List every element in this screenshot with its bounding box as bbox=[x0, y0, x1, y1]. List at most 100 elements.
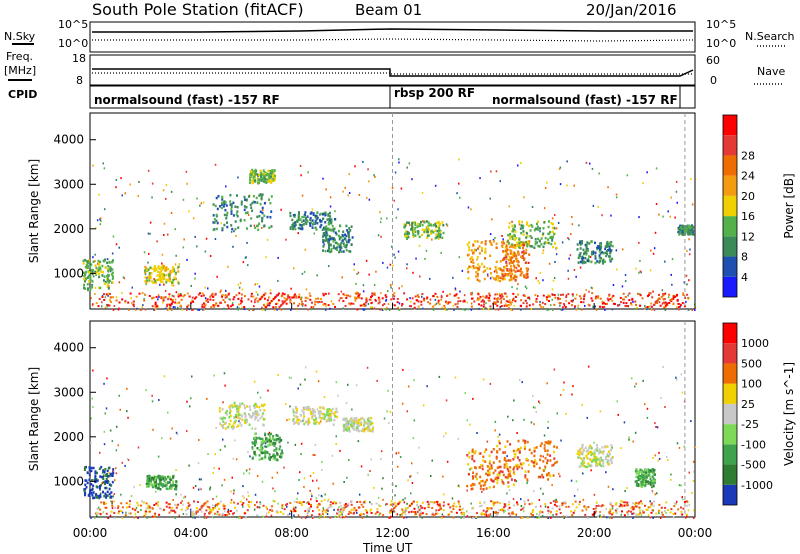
noise-cell bbox=[174, 298, 177, 301]
data-cell bbox=[215, 213, 218, 217]
data-cell bbox=[482, 455, 485, 458]
noise-cell bbox=[120, 177, 122, 180]
data-cell bbox=[503, 456, 506, 460]
data-cell bbox=[229, 411, 231, 415]
data-cell bbox=[506, 476, 509, 479]
data-cell bbox=[369, 429, 372, 433]
noise-cell bbox=[381, 309, 384, 311]
ground-scatter-cell bbox=[586, 506, 589, 509]
data-cell bbox=[253, 175, 256, 179]
data-cell bbox=[258, 222, 261, 225]
noise-cell bbox=[198, 515, 201, 518]
ground-scatter-cell bbox=[395, 504, 398, 507]
noise-cell bbox=[686, 283, 688, 286]
ground-scatter-cell bbox=[360, 297, 363, 300]
data-cell bbox=[230, 203, 233, 206]
data-cell bbox=[330, 218, 333, 221]
data-cell bbox=[251, 457, 254, 460]
ground-scatter-cell bbox=[103, 293, 105, 296]
ground-scatter-cell bbox=[664, 292, 667, 295]
data-cell bbox=[466, 243, 469, 246]
noise-cell bbox=[227, 508, 230, 511]
noise-cell bbox=[227, 265, 229, 268]
data-cell bbox=[645, 476, 648, 479]
data-cell bbox=[512, 227, 515, 230]
data-cell bbox=[111, 277, 114, 280]
data-cell bbox=[294, 213, 296, 217]
data-cell bbox=[596, 458, 599, 461]
noise-cell bbox=[212, 516, 215, 519]
noise-cell bbox=[364, 501, 366, 504]
ground-scatter-cell bbox=[512, 298, 515, 301]
nsky-panel bbox=[89, 21, 696, 53]
ground-scatter-cell bbox=[658, 297, 661, 300]
data-cell bbox=[350, 416, 353, 420]
noise-cell bbox=[542, 455, 544, 458]
data-cell bbox=[508, 245, 511, 249]
data-cell bbox=[537, 237, 539, 241]
noise-cell bbox=[397, 451, 400, 454]
data-cell bbox=[98, 275, 101, 279]
ground-scatter-cell bbox=[293, 302, 295, 305]
noise-cell bbox=[325, 188, 327, 191]
ground-scatter-cell bbox=[601, 300, 604, 303]
ground-scatter-cell bbox=[317, 297, 320, 300]
data-cell bbox=[265, 437, 268, 441]
data-cell bbox=[478, 268, 481, 271]
noise-cell bbox=[170, 190, 173, 193]
data-cell bbox=[475, 477, 478, 481]
noise-cell bbox=[565, 412, 567, 415]
data-cell bbox=[238, 405, 241, 409]
ground-scatter-cell bbox=[609, 508, 612, 511]
ground-scatter-cell bbox=[435, 512, 438, 515]
data-cell bbox=[553, 445, 556, 448]
noise-cell bbox=[533, 490, 535, 493]
data-cell bbox=[231, 405, 234, 409]
data-cell bbox=[315, 228, 318, 231]
noise-cell bbox=[408, 385, 410, 388]
noise-cell bbox=[541, 515, 544, 518]
data-cell bbox=[254, 415, 257, 418]
data-cell bbox=[519, 244, 522, 248]
noise-cell bbox=[158, 399, 160, 401]
noise-cell bbox=[547, 308, 549, 311]
data-cell bbox=[262, 174, 265, 177]
ground-scatter-cell bbox=[144, 513, 147, 516]
ground-scatter-cell bbox=[157, 501, 160, 504]
data-cell bbox=[320, 223, 323, 227]
data-cell bbox=[83, 274, 86, 278]
noise-cell bbox=[690, 420, 692, 423]
data-cell bbox=[326, 410, 329, 413]
data-cell bbox=[164, 484, 167, 488]
data-cell bbox=[224, 208, 227, 212]
ground-scatter-cell bbox=[345, 505, 348, 508]
ground-scatter-cell bbox=[343, 294, 346, 297]
data-cell bbox=[490, 466, 493, 470]
noise-cell bbox=[466, 419, 468, 422]
noise-cell bbox=[568, 257, 570, 260]
ground-scatter-cell bbox=[417, 300, 420, 303]
data-cell bbox=[518, 447, 521, 451]
data-cell bbox=[218, 410, 221, 413]
data-cell bbox=[251, 168, 254, 172]
ground-scatter-cell bbox=[454, 303, 457, 306]
data-cell bbox=[161, 275, 164, 278]
data-cell bbox=[314, 216, 317, 219]
data-cell bbox=[506, 467, 509, 471]
data-cell bbox=[272, 176, 275, 179]
data-cell bbox=[519, 227, 522, 230]
data-cell bbox=[547, 440, 550, 443]
data-cell bbox=[489, 267, 492, 270]
noise-cell bbox=[181, 308, 184, 311]
data-cell bbox=[552, 235, 554, 239]
data-cell bbox=[602, 462, 605, 465]
ground-scatter-cell bbox=[641, 502, 644, 505]
ground-scatter-cell bbox=[421, 512, 424, 515]
data-cell bbox=[231, 427, 234, 431]
data-cell bbox=[583, 252, 585, 256]
data-cell bbox=[590, 460, 593, 463]
ground-scatter-cell bbox=[109, 296, 112, 299]
data-cell bbox=[156, 274, 159, 277]
data-cell bbox=[635, 468, 638, 471]
data-cell bbox=[581, 445, 584, 449]
